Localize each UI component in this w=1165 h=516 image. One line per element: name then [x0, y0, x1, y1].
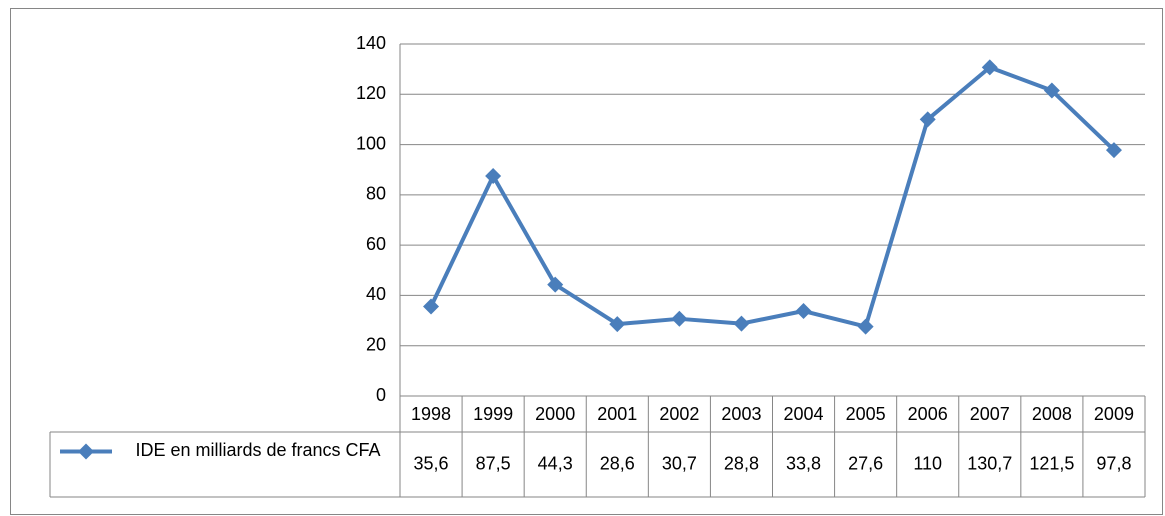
marker [981, 59, 998, 76]
table-value: 28,8 [724, 453, 759, 473]
y-tick-label: 60 [366, 234, 386, 254]
y-tick-label: 80 [366, 184, 386, 204]
y-tick-label: 100 [356, 133, 386, 153]
marker [919, 111, 936, 128]
chart-border [10, 8, 1163, 515]
y-tick-label: 140 [356, 33, 386, 53]
marker [423, 298, 440, 315]
marker [485, 168, 502, 184]
marker [795, 303, 812, 320]
x-tick-label: 2009 [1094, 404, 1134, 424]
marker [857, 318, 874, 335]
x-tick-label: 2000 [535, 404, 575, 424]
y-tick-label: 0 [376, 385, 386, 405]
x-tick-label: 2006 [908, 404, 948, 424]
table-value: 87,5 [476, 453, 511, 473]
marker [1043, 82, 1060, 99]
legend-label: IDE en milliards de francs CFA [135, 440, 381, 460]
table-value: 44,3 [538, 453, 573, 473]
x-tick-label: 2005 [846, 404, 886, 424]
x-tick-label: 2002 [659, 404, 699, 424]
x-tick-label: 1998 [411, 404, 451, 424]
marker [671, 310, 688, 327]
table-value: 121,5 [1029, 453, 1074, 473]
x-tick-label: 2007 [970, 404, 1010, 424]
table-value: 33,8 [786, 453, 821, 473]
legend-key-marker [78, 443, 94, 460]
marker [733, 315, 750, 332]
table-value: 130,7 [967, 453, 1012, 473]
x-tick-label: 2008 [1032, 404, 1072, 424]
x-tick-label: 1999 [473, 404, 513, 424]
series-line [429, 65, 1116, 329]
table-value: 110 [913, 453, 942, 473]
x-tick-label: 2004 [784, 404, 824, 424]
table-value: 27,6 [848, 453, 883, 473]
table-value: 35,6 [414, 453, 449, 473]
table-value: 30,7 [662, 453, 697, 473]
y-tick-label: 40 [366, 284, 386, 304]
x-tick-label: 2003 [721, 404, 761, 424]
x-tick-label: 2001 [597, 404, 637, 424]
marker [547, 276, 564, 293]
table-value: 28,6 [600, 453, 635, 473]
marker [609, 316, 626, 333]
table-value: 97,8 [1096, 453, 1131, 473]
marker [1105, 142, 1122, 159]
y-tick-label: 120 [356, 83, 386, 103]
y-tick-label: 20 [366, 334, 386, 354]
